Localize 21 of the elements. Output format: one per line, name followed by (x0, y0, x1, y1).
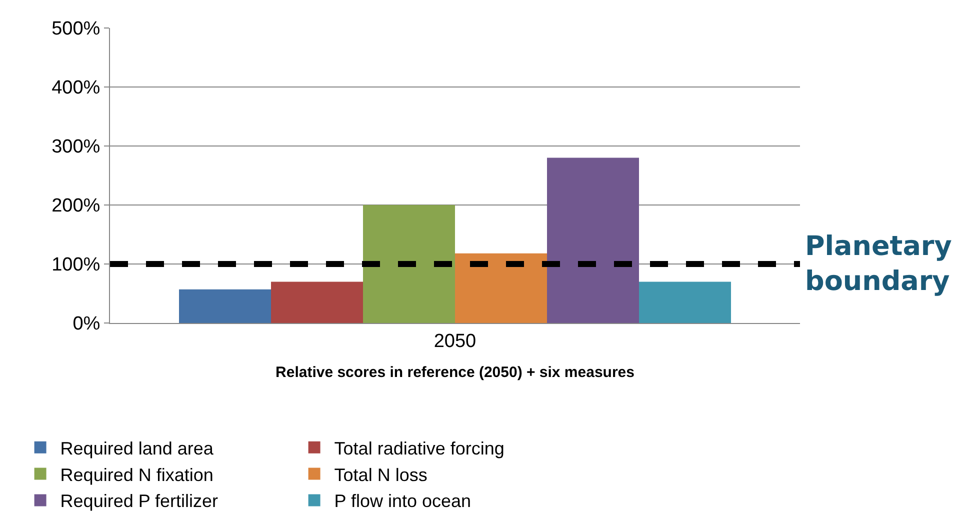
x-axis-title: Relative scores in reference (2050) + six measures (276, 364, 634, 381)
legend-label: P flow into ocean (334, 491, 472, 512)
legend-label: Total radiative forcing (334, 438, 504, 458)
bar (639, 282, 731, 323)
bar (547, 158, 639, 323)
y-tick-label: 300% (52, 136, 100, 158)
bar (179, 289, 271, 323)
x-tick-label: 2050 (434, 330, 476, 352)
legend-label: Required land area (60, 438, 214, 458)
y-tick-label: 0% (72, 314, 100, 335)
y-tick-label: 200% (52, 196, 100, 217)
y-tick-label: 400% (52, 78, 100, 99)
ref-line-label: Planetary boundary (805, 231, 952, 298)
legend-label: Total N loss (334, 464, 428, 485)
legend-label: Required N fixation (60, 464, 214, 485)
bar (455, 253, 547, 323)
y-tick-label: 100% (52, 254, 100, 276)
legend-label: Required P fertilizer (60, 491, 218, 512)
y-tick-label: 500% (52, 18, 100, 40)
bar (363, 205, 455, 323)
bar (271, 282, 363, 323)
